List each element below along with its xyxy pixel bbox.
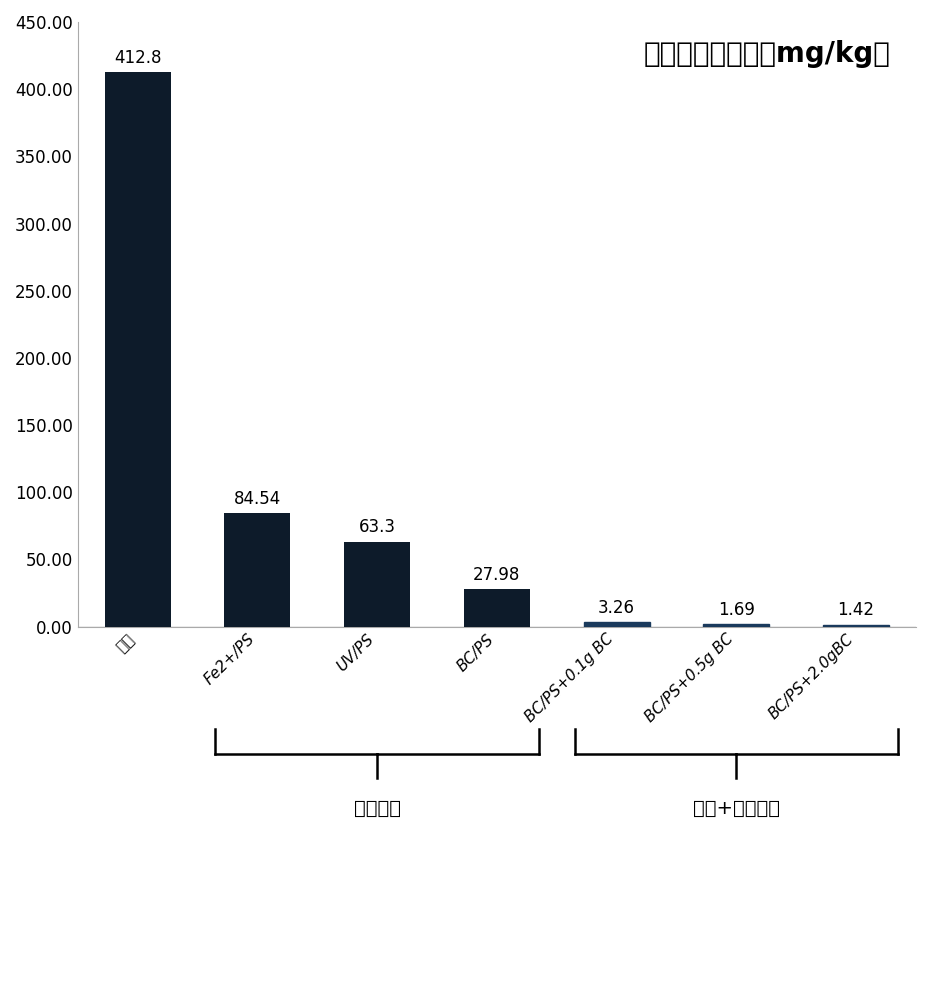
Bar <box>344 542 410 627</box>
Text: 总多环芳烃含量（mg/kg）: 总多环芳烃含量（mg/kg） <box>644 40 891 68</box>
Text: 1.69: 1.69 <box>718 601 755 619</box>
Bar <box>224 513 290 627</box>
Text: 3.26: 3.26 <box>598 599 635 617</box>
Text: 淋洗+堆放处理: 淋洗+堆放处理 <box>693 799 780 818</box>
Text: 27.98: 27.98 <box>473 566 520 584</box>
Text: 412.8: 412.8 <box>114 49 161 67</box>
Bar <box>464 589 530 627</box>
Text: 63.3: 63.3 <box>358 518 396 536</box>
Bar <box>704 624 769 627</box>
Bar <box>104 72 170 627</box>
Text: 84.54: 84.54 <box>234 490 281 508</box>
Text: 淋洗处理: 淋洗处理 <box>354 799 400 818</box>
Text: 1.42: 1.42 <box>838 601 874 619</box>
Bar <box>823 625 889 627</box>
Bar <box>584 622 650 627</box>
